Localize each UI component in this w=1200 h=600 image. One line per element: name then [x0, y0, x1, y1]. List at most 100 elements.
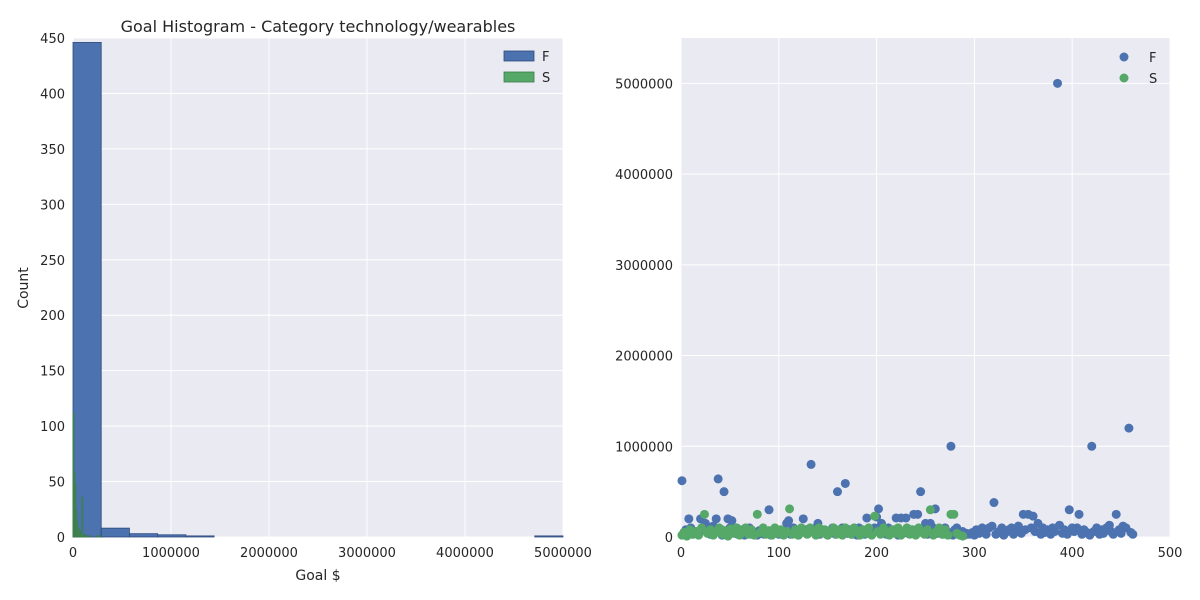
scatter-point-f [1050, 527, 1060, 537]
histogram-bar-f [185, 535, 215, 538]
histogram-plot-area [73, 38, 563, 537]
scatter-point-f [1028, 511, 1038, 521]
scatter-x-tick-labels: 0 100 200 300 400 500 [677, 546, 1183, 561]
scatter-y-tick-labels: 0 1000000 2000000 3000000 4000000 5000000 [615, 77, 673, 546]
scatter-point-f [764, 505, 774, 515]
scatter-point-f [1013, 521, 1023, 531]
scatter-point-s [943, 530, 953, 540]
histogram-bars [72, 42, 564, 538]
scatter-grid [680, 38, 1171, 538]
scatter-y-tick-label: 5000000 [615, 77, 673, 92]
histogram-bar-f [100, 527, 130, 538]
histogram-x-axis-label: Goal $ [295, 568, 340, 584]
scatter-legend-label-f: F [1149, 51, 1156, 66]
histogram-legend-swatch-f [503, 50, 535, 62]
histogram-x-tick-label: 4000000 [436, 546, 494, 561]
histogram-bar-s [96, 535, 98, 538]
scatter-point-f [677, 476, 687, 486]
scatter-x-tick-label: 300 [962, 546, 987, 561]
histogram-y-tick-labels: 0 50 100 150 200 250 300 350 400 450 [40, 32, 65, 546]
scatter-point-f [1111, 509, 1121, 519]
histogram-bar-f [129, 533, 159, 538]
scatter-point-s [785, 504, 795, 514]
scatter-point-f [1087, 441, 1097, 451]
scatter-legend-marker-f [1119, 52, 1129, 62]
histogram-y-tick-label: 450 [40, 32, 65, 47]
scatter-point-f [989, 498, 999, 508]
histogram-bar-s [99, 534, 101, 538]
scatter-point-f [1072, 523, 1082, 533]
histogram-y-axis-label: Count [16, 267, 32, 309]
scatter-point-s [922, 525, 932, 535]
histogram-y-tick-label: 150 [40, 365, 65, 380]
scatter-point-f [798, 514, 808, 524]
histogram-bar-f [157, 534, 187, 538]
scatter-point-f [916, 487, 926, 497]
histogram-grid [72, 37, 564, 538]
scatter-point-f [1053, 78, 1063, 88]
scatter-point-f [946, 441, 956, 451]
histogram-y-tick-label: 350 [40, 143, 65, 158]
scatter-y-tick-label: 2000000 [615, 350, 673, 365]
histogram-x-tick-labels: 0 1000000 2000000 3000000 4000000 5000000 [69, 546, 592, 561]
scatter-point-f [806, 459, 816, 469]
scatter-points [677, 78, 1138, 541]
histogram-y-tick-label: 0 [57, 531, 65, 546]
scatter-point-f [832, 487, 842, 497]
histogram-x-tick-label: 1000000 [142, 546, 200, 561]
scatter-point-s [925, 505, 935, 515]
scatter-x-tick-label: 500 [1158, 546, 1183, 561]
histogram-x-tick-label: 0 [69, 546, 77, 561]
scatter-x-tick-label: 400 [1060, 546, 1085, 561]
scatter-y-tick-label: 1000000 [615, 440, 673, 455]
histogram-y-tick-label: 250 [40, 254, 65, 269]
scatter-x-tick-label: 0 [677, 546, 685, 561]
scatter-point-f [840, 478, 850, 488]
histogram-y-tick-label: 200 [40, 309, 65, 324]
scatter-point-f [1062, 529, 1072, 539]
scatter-point-f [862, 513, 872, 523]
histogram-y-tick-label: 50 [48, 476, 65, 491]
histogram-bar-f [534, 535, 564, 538]
scatter-y-tick-label: 0 [665, 531, 673, 546]
scatter-point-s [958, 531, 968, 541]
scatter-legend-label-s: S [1149, 72, 1157, 87]
histogram-x-tick-label: 5000000 [534, 546, 592, 561]
histogram-bar-s [81, 496, 84, 538]
histogram-bar-f [72, 42, 102, 538]
scatter-point-f [684, 514, 694, 524]
histogram-legend-label-f: F [542, 50, 549, 65]
scatter-point-f [711, 514, 721, 524]
scatter-legend: F S [1119, 51, 1157, 87]
scatter-y-tick-label: 4000000 [615, 168, 673, 183]
scatter-point-f [784, 516, 794, 526]
histogram-legend-swatch-s [503, 71, 535, 83]
scatter-point-s [697, 523, 707, 533]
histogram-bar-s [90, 535, 93, 538]
scatter-point-s [864, 523, 874, 533]
scatter-point-f [987, 521, 997, 531]
scatter-point-f [874, 504, 884, 514]
scatter-legend-marker-s [1119, 73, 1129, 83]
scatter-point-f [719, 487, 729, 497]
scatter-point-f [1064, 505, 1074, 515]
scatter-point-f [1124, 423, 1134, 433]
scatter-point-s [694, 530, 704, 540]
histogram-x-tick-label: 3000000 [338, 546, 396, 561]
histogram-y-tick-label: 300 [40, 198, 65, 213]
histogram-y-tick-label: 100 [40, 420, 65, 435]
scatter-point-s [949, 509, 959, 519]
histogram-legend-label-s: S [542, 71, 550, 86]
scatter-point-f [901, 513, 911, 523]
scatter-point-s [870, 511, 880, 521]
histogram-chart: 0 1000000 2000000 3000000 4000000 5000000 0 50… [16, 17, 592, 584]
scatter-point-f [913, 509, 923, 519]
histogram-title: Goal Histogram - Category technology/wea… [121, 17, 516, 36]
scatter-x-tick-label: 100 [766, 546, 791, 561]
histogram-x-tick-label: 2000000 [240, 546, 298, 561]
scatter-point-f [713, 474, 723, 484]
scatter-plot-area [681, 38, 1170, 537]
histogram-y-tick-label: 400 [40, 87, 65, 102]
scatter-y-tick-label: 3000000 [615, 259, 673, 274]
